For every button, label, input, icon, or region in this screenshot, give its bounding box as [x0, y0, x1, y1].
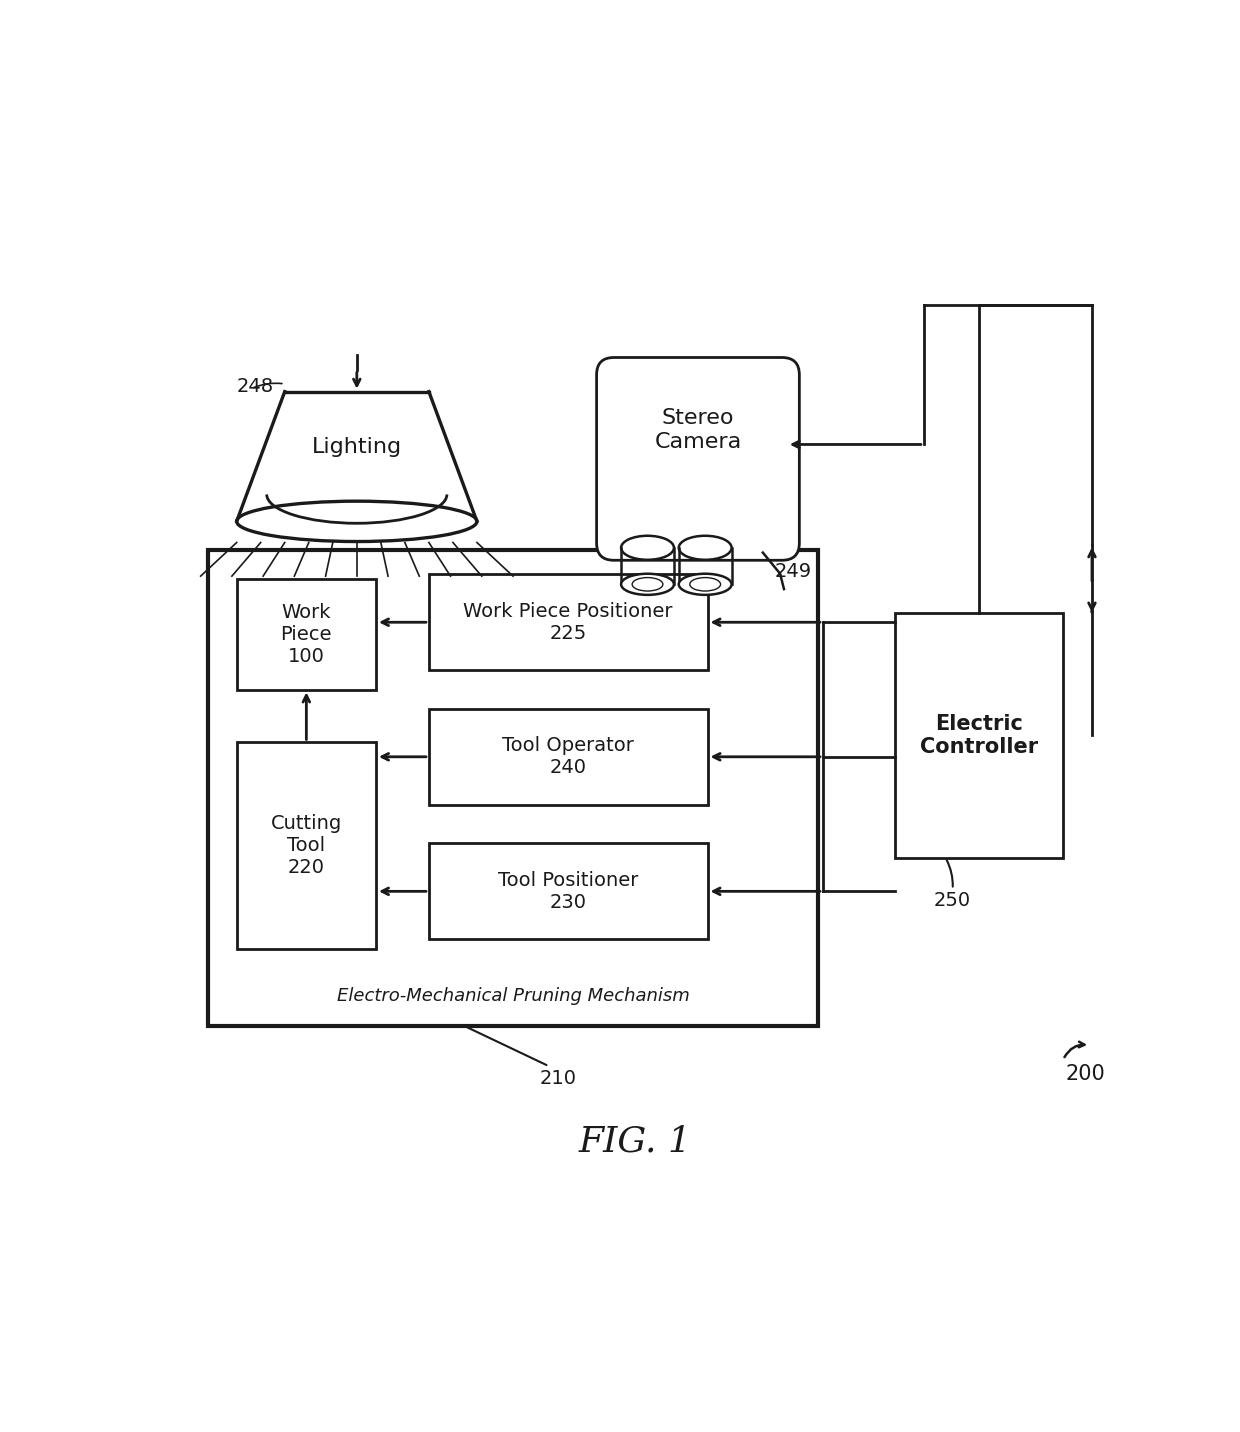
Ellipse shape — [678, 536, 732, 560]
Text: 250: 250 — [934, 891, 971, 911]
Ellipse shape — [621, 536, 675, 560]
Bar — [429, 709, 708, 805]
FancyBboxPatch shape — [596, 358, 800, 560]
Text: Tool Operator
240: Tool Operator 240 — [502, 736, 634, 778]
Text: 210: 210 — [541, 1070, 577, 1088]
Text: Tool Positioner
230: Tool Positioner 230 — [498, 871, 639, 912]
Bar — [429, 574, 708, 670]
Text: FIG. 1: FIG. 1 — [579, 1124, 692, 1158]
Text: Electro-Mechanical Pruning Mechanism: Electro-Mechanical Pruning Mechanism — [336, 987, 689, 1005]
Text: 200: 200 — [1065, 1064, 1105, 1084]
Text: Stereo
Camera: Stereo Camera — [655, 408, 742, 451]
Bar — [208, 550, 818, 1025]
Text: Cutting
Tool
220: Cutting Tool 220 — [270, 815, 342, 878]
Text: Work Piece Positioner
225: Work Piece Positioner 225 — [464, 601, 673, 643]
Bar — [237, 742, 376, 949]
Bar — [237, 579, 376, 690]
Bar — [429, 843, 708, 939]
Bar — [895, 613, 1063, 858]
Text: Lighting: Lighting — [311, 437, 402, 457]
Ellipse shape — [237, 501, 477, 541]
Text: 248: 248 — [237, 377, 274, 397]
Ellipse shape — [621, 574, 675, 594]
Ellipse shape — [678, 574, 732, 594]
Text: 249: 249 — [775, 561, 812, 581]
Text: Work
Piece
100: Work Piece 100 — [280, 603, 332, 666]
Ellipse shape — [689, 577, 720, 591]
Ellipse shape — [632, 577, 663, 591]
Text: Electric
Controller: Electric Controller — [920, 713, 1038, 756]
